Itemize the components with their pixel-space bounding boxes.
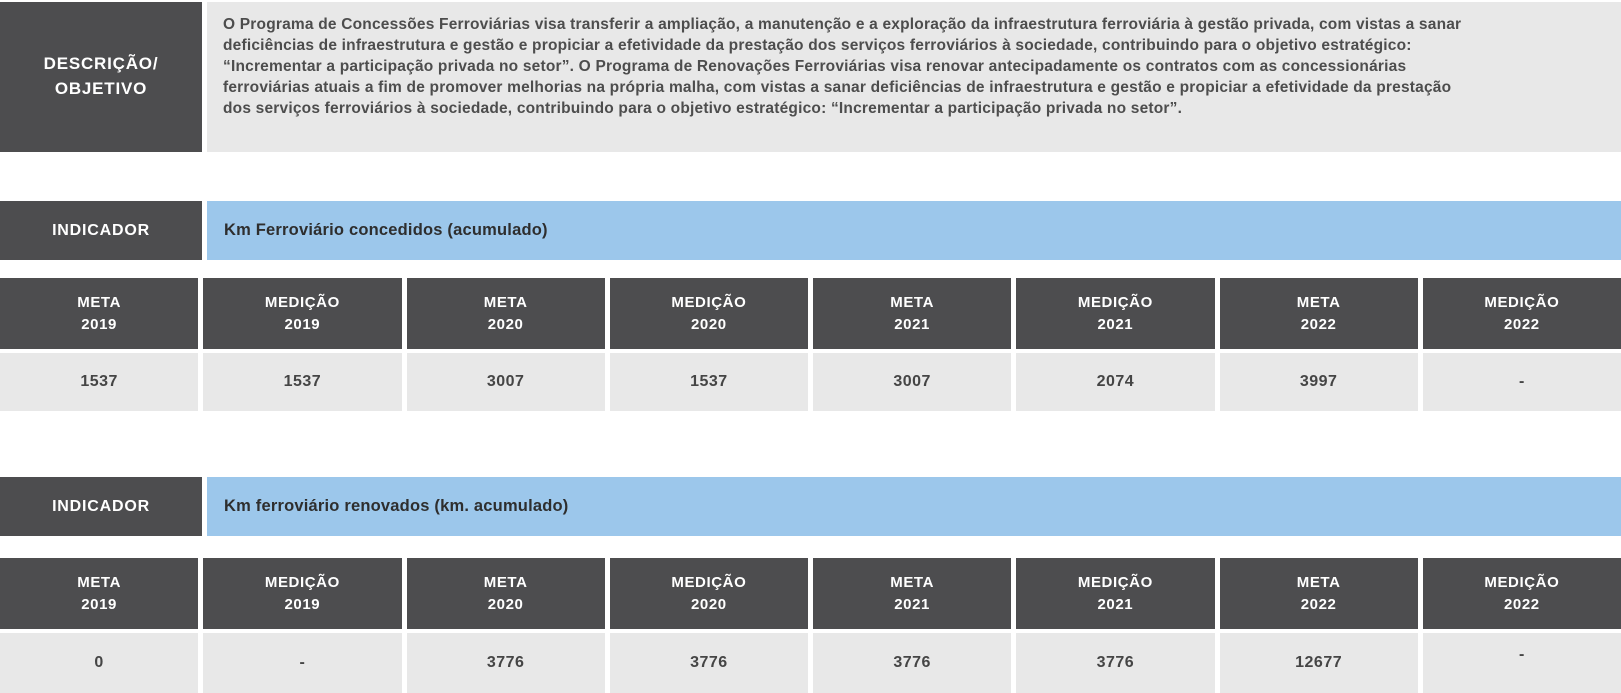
table-1-header-meta-2020: META 2020 [406, 278, 605, 349]
header-year: 2020 [487, 315, 524, 333]
table-2-header-medicao-2019: MEDIÇÃO 2019 [203, 558, 402, 629]
description-section: DESCRIÇÃO/ OBJETIVO O Programa de Conces… [0, 2, 1621, 152]
table-2-header-medicao-2020: MEDIÇÃO 2020 [609, 558, 808, 629]
header-year: 2019 [81, 595, 118, 613]
table-1-header-meta-2022: META 2022 [1219, 278, 1418, 349]
header-metric: META [1296, 293, 1341, 311]
header-year: 2020 [690, 315, 727, 333]
table-1-value-medicao-2020: 1537 [609, 353, 808, 411]
table-2-value-medicao-2020: 3776 [609, 633, 808, 693]
header-metric: META [77, 293, 122, 311]
table-2-header-meta-2021: META 2021 [813, 558, 1012, 629]
header-metric: MEDIÇÃO [1077, 573, 1153, 591]
header-metric: META [890, 293, 935, 311]
header-metric: MEDIÇÃO [264, 293, 340, 311]
description-label-line1: DESCRIÇÃO/ [43, 54, 159, 74]
description-label: DESCRIÇÃO/ OBJETIVO [0, 2, 202, 152]
header-metric: MEDIÇÃO [671, 573, 747, 591]
header-metric: META [483, 293, 528, 311]
description-text: O Programa de Concessões Ferroviárias vi… [223, 16, 1462, 117]
indicator-row-1: INDICADOR Km Ferroviário concedidos (acu… [0, 201, 1621, 260]
table-2-value-meta-2021: 3776 [813, 633, 1012, 693]
header-metric: META [1296, 573, 1341, 591]
table-1-header-row: META 2019 MEDIÇÃO 2019 META 2020 MEDIÇÃO… [0, 278, 1621, 349]
table-2-value-meta-2019: 0 [0, 633, 199, 693]
header-metric: META [77, 573, 122, 591]
table-1-value-medicao-2019: 1537 [203, 353, 402, 411]
table-2-values-row: 0 - 3776 3776 3776 3776 12677 - [0, 633, 1621, 693]
header-year: 2019 [284, 315, 321, 333]
header-metric: MEDIÇÃO [1077, 293, 1153, 311]
table-2-header-medicao-2021: MEDIÇÃO 2021 [1016, 558, 1215, 629]
table-1-value-medicao-2022: - [1422, 353, 1621, 411]
table-1-value-meta-2020: 3007 [406, 353, 605, 411]
table-2-header-meta-2022: META 2022 [1219, 558, 1418, 629]
table-2-header-medicao-2022: MEDIÇÃO 2022 [1422, 558, 1621, 629]
header-year: 2022 [1300, 315, 1337, 333]
header-year: 2022 [1300, 595, 1337, 613]
indicator-1-label: INDICADOR [0, 201, 202, 260]
header-year: 2022 [1503, 315, 1540, 333]
table-2-value-medicao-2022: - [1422, 633, 1621, 693]
header-year: 2021 [1097, 315, 1134, 333]
table-1-value-meta-2022: 3997 [1219, 353, 1418, 411]
header-year: 2020 [690, 595, 727, 613]
indicator-2-name: Km ferroviário renovados (km. acumulado) [207, 477, 1621, 536]
header-year: 2020 [487, 595, 524, 613]
table-1-header-medicao-2020: MEDIÇÃO 2020 [609, 278, 808, 349]
header-year: 2021 [894, 595, 931, 613]
table-2-value-meta-2020: 3776 [406, 633, 605, 693]
header-year: 2021 [894, 315, 931, 333]
header-year: 2022 [1503, 595, 1540, 613]
table-1-value-meta-2019: 1537 [0, 353, 199, 411]
header-year: 2019 [284, 595, 321, 613]
table-1-header-meta-2019: META 2019 [0, 278, 199, 349]
table-2-header-meta-2020: META 2020 [406, 558, 605, 629]
indicator-row-2: INDICADOR Km ferroviário renovados (km. … [0, 477, 1621, 536]
table-1-header-meta-2021: META 2021 [813, 278, 1012, 349]
indicator-1-name: Km Ferroviário concedidos (acumulado) [207, 201, 1621, 260]
table-1-header-medicao-2019: MEDIÇÃO 2019 [203, 278, 402, 349]
table-2-value-medicao-2019: - [203, 633, 402, 693]
header-metric: MEDIÇÃO [671, 293, 747, 311]
table-1-header-medicao-2021: MEDIÇÃO 2021 [1016, 278, 1215, 349]
header-metric: MEDIÇÃO [1484, 573, 1560, 591]
header-year: 2021 [1097, 595, 1134, 613]
header-year: 2019 [81, 315, 118, 333]
table-1-value-meta-2021: 3007 [813, 353, 1012, 411]
description-label-line2: OBJETIVO [54, 79, 148, 98]
header-metric: META [483, 573, 528, 591]
table-2-value-meta-2022: 12677 [1219, 633, 1418, 693]
table-1-header-medicao-2022: MEDIÇÃO 2022 [1422, 278, 1621, 349]
description-panel: O Programa de Concessões Ferroviárias vi… [207, 2, 1621, 152]
table-2-header-meta-2019: META 2019 [0, 558, 199, 629]
header-metric: MEDIÇÃO [1484, 293, 1560, 311]
indicator-2-label: INDICADOR [0, 477, 202, 536]
table-2-value-medicao-2021: 3776 [1016, 633, 1215, 693]
table-1-value-medicao-2021: 2074 [1016, 353, 1215, 411]
table-2-header-row: META 2019 MEDIÇÃO 2019 META 2020 MEDIÇÃO… [0, 558, 1621, 629]
header-metric: MEDIÇÃO [264, 573, 340, 591]
header-metric: META [890, 573, 935, 591]
table-1-values-row: 1537 1537 3007 1537 3007 2074 3997 - [0, 353, 1621, 411]
